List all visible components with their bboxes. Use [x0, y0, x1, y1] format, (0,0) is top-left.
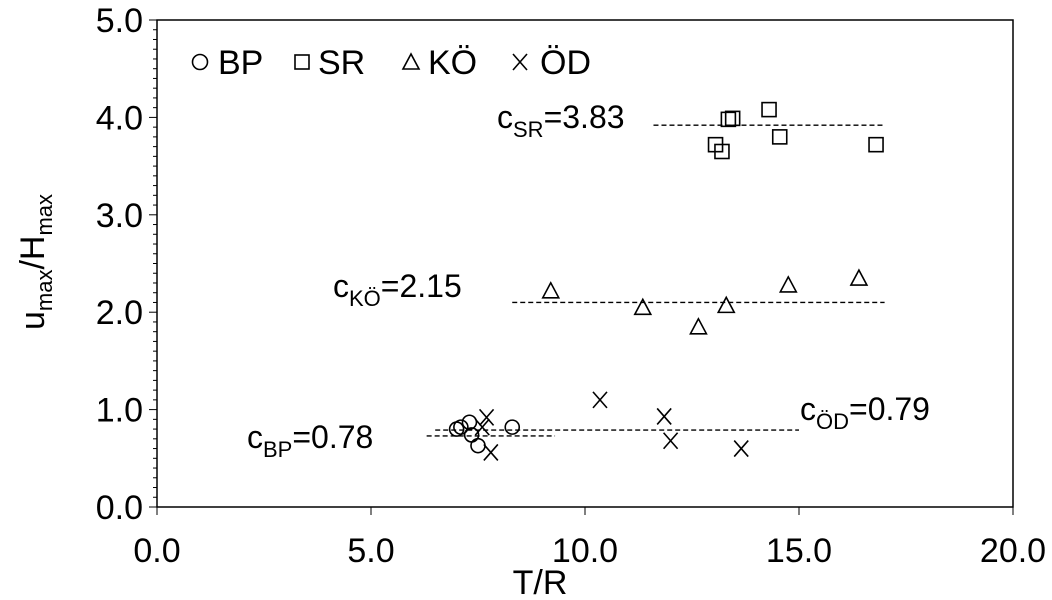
- data-point-öd: [656, 407, 672, 425]
- x-tick-label: 5.0: [347, 532, 394, 570]
- x-tick-label: 0.0: [133, 532, 180, 570]
- data-point-sr: [761, 101, 777, 118]
- annotation-c-od: cÖD=0.79: [800, 391, 930, 434]
- data-point-kö: [849, 268, 869, 286]
- reference-lines: [426, 124, 885, 437]
- data-point-sr: [771, 129, 788, 145]
- data-point-öd: [483, 443, 499, 461]
- data-point-öd: [733, 440, 749, 458]
- data-point-kö: [716, 295, 736, 314]
- x-tick-label: 20.0: [980, 532, 1046, 570]
- data-point-öd: [474, 418, 490, 436]
- data-point-kö: [541, 281, 561, 299]
- data-points: [448, 101, 884, 461]
- y-tick-label: 3.0: [96, 197, 143, 235]
- data-point-öd: [662, 432, 679, 450]
- data-point-öd: [478, 408, 495, 426]
- data-point-bp: [453, 419, 469, 435]
- legend-label-ko: KÖ: [428, 44, 477, 82]
- y-tick-label: 5.0: [96, 2, 143, 40]
- data-point-kö: [778, 275, 798, 293]
- legend-marker-bp: [191, 53, 209, 71]
- plot-frame: [156, 19, 1014, 508]
- x-axis-ticks: 0.0 5.0 10.0 15.0 20.0: [133, 507, 1046, 570]
- legend: BP SR KÖ ÖD: [191, 44, 591, 82]
- data-point-bp: [461, 414, 478, 431]
- y-tick-label: 0.0: [96, 489, 143, 527]
- annotation-c-ko: cKÖ=2.15: [333, 268, 462, 311]
- annotation-c-sr: cSR=3.83: [497, 99, 625, 142]
- x-tick-label: 15.0: [766, 532, 832, 570]
- x-axis-title: T/R: [513, 564, 568, 600]
- legend-marker-sr: [294, 54, 310, 70]
- y-tick-label: 2.0: [96, 294, 143, 332]
- data-point-sr: [868, 136, 884, 153]
- data-point-bp: [504, 419, 521, 435]
- annotation-c-bp: cBP=0.78: [247, 419, 373, 462]
- y-axis-ticks: 0.0 1.0 2.0 3.0 4.0 5.0: [96, 2, 157, 527]
- data-point-kö: [633, 297, 653, 316]
- y-tick-label: 1.0: [96, 392, 143, 430]
- data-point-öd: [592, 391, 608, 409]
- data-point-sr: [714, 143, 730, 160]
- y-axis-title: umax/Hmax: [14, 194, 57, 330]
- legend-label-bp: BP: [218, 44, 263, 82]
- legend-label-sr: SR: [318, 44, 365, 82]
- legend-marker-od: [512, 53, 528, 71]
- y-tick-label: 4.0: [96, 99, 143, 137]
- legend-marker-ko: [401, 52, 421, 70]
- data-point-kö: [689, 317, 708, 335]
- data-point-sr: [720, 111, 737, 128]
- x-tick-label: 10.0: [552, 532, 618, 570]
- data-point-bp: [470, 437, 486, 454]
- legend-label-od: ÖD: [540, 44, 591, 82]
- data-point-sr: [724, 110, 741, 127]
